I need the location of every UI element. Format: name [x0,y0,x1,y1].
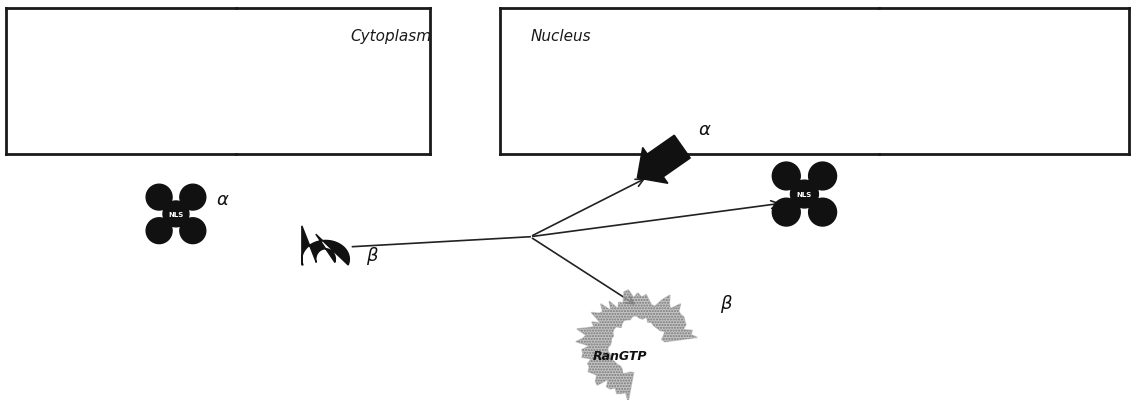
Polygon shape [302,226,349,265]
Polygon shape [638,136,690,184]
Text: $\alpha$: $\alpha$ [216,190,229,209]
Text: $\alpha$: $\alpha$ [697,121,711,139]
Circle shape [809,163,836,190]
Text: $\beta$: $\beta$ [365,244,379,266]
Circle shape [180,218,205,244]
Circle shape [772,163,800,190]
Circle shape [791,181,818,209]
Circle shape [146,185,172,211]
Polygon shape [576,290,697,401]
Circle shape [809,199,836,227]
Text: RanGTP: RanGTP [592,350,647,363]
Text: NLS: NLS [169,211,184,217]
Text: $\beta$: $\beta$ [720,293,733,314]
Text: NLS: NLS [796,192,812,198]
Circle shape [772,199,800,227]
Circle shape [163,201,189,227]
Circle shape [180,185,205,211]
Circle shape [146,218,172,244]
Text: Nucleus: Nucleus [531,29,591,44]
Text: Cytoplasm: Cytoplasm [350,29,431,44]
